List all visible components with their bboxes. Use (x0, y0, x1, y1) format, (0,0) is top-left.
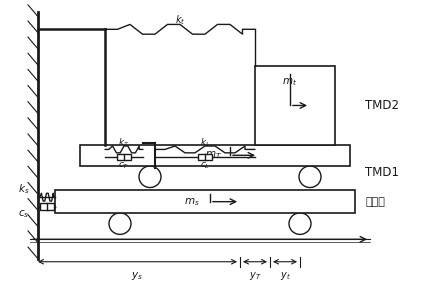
Text: $k_t$: $k_t$ (175, 14, 185, 27)
Text: $c_T$: $c_T$ (118, 161, 130, 171)
Text: $k_L$: $k_L$ (200, 136, 210, 149)
Text: $k_T$: $k_T$ (118, 136, 130, 149)
Text: TMD2: TMD2 (365, 99, 399, 112)
Text: $m_t$: $m_t$ (282, 76, 297, 88)
Bar (80, 145, 350, 166)
Bar (255, 67, 335, 145)
Bar (40, 203, 54, 210)
Text: $y_s$: $y_s$ (132, 269, 143, 282)
Text: $m_s$: $m_s$ (184, 196, 200, 208)
Text: $c_L$: $c_L$ (200, 161, 210, 171)
Bar (55, 190, 355, 213)
Bar (198, 154, 212, 160)
Text: $m_T$: $m_T$ (205, 149, 223, 161)
Text: $y_t$: $y_t$ (279, 269, 290, 282)
Text: $c_s$: $c_s$ (18, 209, 29, 220)
Text: TMD1: TMD1 (365, 166, 399, 179)
Text: $y_T$: $y_T$ (249, 269, 261, 282)
Text: $k_s$: $k_s$ (18, 183, 30, 196)
Bar (117, 154, 131, 160)
Text: 主结构: 主结构 (365, 197, 385, 207)
